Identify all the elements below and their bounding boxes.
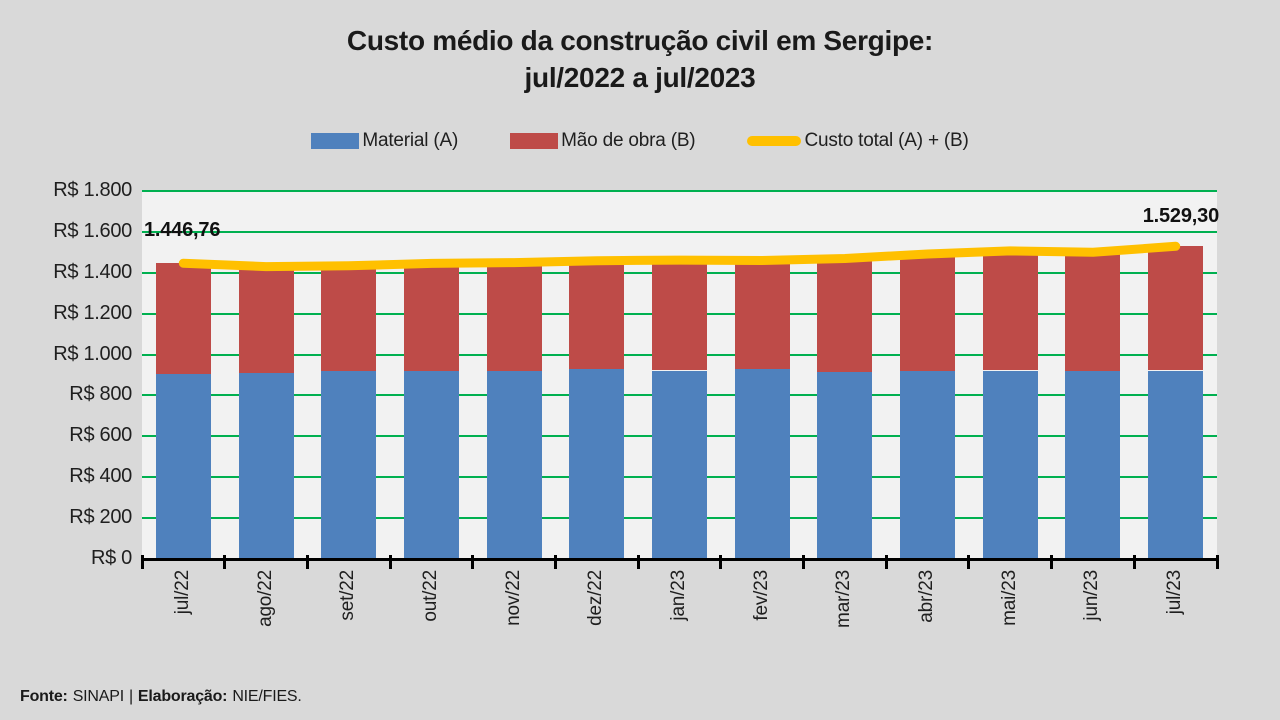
- y-axis-label: R$ 1.200: [53, 301, 132, 324]
- bar-mao-de-obra: [569, 260, 625, 369]
- legend: Material (A) Mão de obra (B) Custo total…: [0, 126, 1280, 156]
- x-axis-tick: [884, 555, 888, 569]
- x-axis-tick: [1050, 555, 1054, 569]
- footer-source: Fonte: SINAPI | Elaboração: NIE/FIES.: [20, 688, 307, 706]
- x-axis-label: ago/22: [254, 570, 276, 627]
- data-label-first: 1.446,76: [144, 219, 221, 241]
- x-axis-tick: [802, 555, 806, 569]
- plot-area: 1.446,76 1.529,30: [140, 190, 1219, 569]
- bar-material: [486, 370, 542, 559]
- bar-material: [1148, 370, 1204, 559]
- footer-fonte-label: Fonte:: [20, 688, 68, 705]
- footer-elaboracao-label: Elaboração:: [137, 688, 228, 705]
- x-axis-line: [142, 558, 1217, 561]
- y-axis-label: R$ 400: [69, 465, 132, 488]
- chart-title: Custo médio da construção civil em Sergi…: [0, 22, 1280, 96]
- gridline: [142, 230, 1217, 233]
- x-axis-tick: [636, 555, 640, 569]
- bar-material: [1065, 371, 1121, 559]
- bar-mao-de-obra: [403, 263, 459, 371]
- legend-item-material: Material (A): [311, 130, 458, 152]
- x-axis-tick: [223, 555, 227, 569]
- x-axis-label: nov/22: [502, 570, 524, 626]
- footer-fonte-value: SINAPI: [72, 688, 124, 705]
- y-axis-label: R$ 800: [69, 383, 132, 406]
- bar-material: [321, 371, 377, 559]
- legend-label-material: Material (A): [362, 130, 459, 151]
- legend-item-custo-total: Custo total (A) + (B): [747, 130, 969, 152]
- bar-material: [652, 370, 707, 559]
- total-line-path: [178, 241, 1181, 272]
- bar-material: [982, 370, 1038, 559]
- legend-label-mao-de-obra: Mão de obra (B): [561, 130, 696, 151]
- y-axis-label: R$ 600: [69, 424, 132, 447]
- x-axis-label: jun/23: [1081, 570, 1103, 621]
- y-axis-label: R$ 1.600: [53, 219, 132, 242]
- bar-mao-de-obra: [652, 260, 707, 371]
- legend-swatch-mao-de-obra: [510, 133, 559, 149]
- bar-mao-de-obra: [1148, 246, 1204, 371]
- bar-mao-de-obra: [321, 265, 377, 372]
- x-axis-tick: [553, 555, 557, 569]
- data-label-last: 1.529,30: [1142, 205, 1219, 227]
- x-axis-label: abr/23: [916, 570, 938, 623]
- legend-swatch-material: [311, 133, 360, 149]
- x-axis-tick: [471, 555, 475, 569]
- x-axis-tick: [719, 555, 723, 569]
- chart-title-line1: Custo médio da construção civil em Sergi…: [346, 25, 934, 56]
- x-axis-tick: [140, 555, 144, 569]
- footer-elaboracao-value: NIE/FIES.: [232, 688, 302, 705]
- x-axis-label: set/22: [337, 570, 359, 621]
- bar-material: [569, 368, 625, 559]
- legend-label-custo-total: Custo total (A) + (B): [804, 130, 969, 151]
- x-axis-label: dez/22: [585, 570, 607, 626]
- x-axis-tick: [305, 555, 309, 569]
- legend-swatch-custo-total: [747, 136, 802, 146]
- bar-mao-de-obra: [238, 266, 294, 374]
- bar-mao-de-obra: [1065, 252, 1121, 372]
- y-axis-label: R$ 0: [90, 547, 132, 569]
- bar-material: [734, 368, 790, 559]
- x-axis-label: fev/23: [750, 570, 772, 621]
- bar-mao-de-obra: [817, 258, 873, 373]
- y-axis-label: R$ 1.400: [53, 260, 132, 283]
- x-axis-label: mai/23: [998, 570, 1020, 626]
- x-axis-tick: [967, 555, 971, 569]
- bar-material: [817, 372, 873, 559]
- bar-mao-de-obra: [155, 263, 211, 374]
- bar-mao-de-obra: [982, 250, 1038, 371]
- x-axis-label: out/22: [419, 570, 441, 622]
- x-axis-tick: [1215, 555, 1219, 569]
- bar-mao-de-obra: [734, 260, 790, 369]
- x-axis-label: jul/22: [171, 570, 193, 615]
- y-axis-label: R$ 1.000: [53, 342, 132, 365]
- total-line: [178, 241, 1181, 272]
- x-axis-label: jul/23: [1164, 570, 1186, 615]
- y-axis-label: R$ 200: [69, 506, 132, 529]
- y-axis-label: R$ 1.800: [53, 179, 132, 201]
- bar-material: [900, 371, 956, 559]
- x-axis-label: mar/23: [833, 570, 855, 628]
- bar-material: [238, 373, 294, 559]
- bar-mao-de-obra: [486, 262, 542, 371]
- x-axis-tick: [388, 555, 392, 569]
- bar-material: [403, 370, 459, 559]
- x-axis-label: jan/23: [668, 570, 689, 621]
- x-axis-tick: [1132, 555, 1136, 569]
- footer-separator: |: [128, 688, 133, 705]
- chart-title-line2: jul/2022 a jul/2023: [524, 62, 756, 93]
- gridline: [142, 190, 1217, 192]
- bar-mao-de-obra: [900, 253, 956, 372]
- bar-material: [155, 373, 211, 559]
- legend-item-mao-de-obra: Mão de obra (B): [510, 130, 696, 152]
